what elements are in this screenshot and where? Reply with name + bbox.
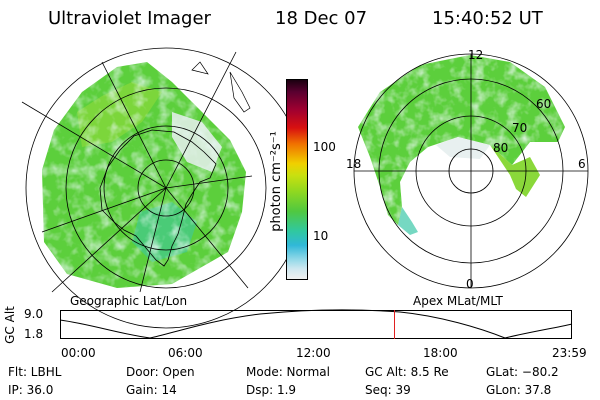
ip-info: IP: 36.0 [8,383,54,397]
time-label: 15:40:52 UT [432,8,543,29]
timeline-xtick-0600: 06:00 [168,346,203,360]
gc-alt-curve [59,309,573,339]
colorbar-tick-10: 10 [313,229,329,243]
timeline-xtick-0000: 00:00 [61,346,96,360]
mlt-label-0: 0 [466,277,474,291]
timeline-xtick-1200: 12:00 [296,346,331,360]
gc-alt-info: GC Alt: 8.5 Re [365,365,449,379]
seq-info: Seq: 39 [365,383,411,397]
mlat-label-80: 80 [493,141,509,155]
date-label: 18 Dec 07 [275,8,368,29]
mode-info: Mode: Normal [246,365,330,379]
timeline-ytick-max: 9.0 [24,307,44,321]
right-map-label: Apex MLat/MLT [413,294,503,308]
dsp-info: Dsp: 1.9 [246,383,297,397]
timeline-axis-label: GC Alt [2,306,17,344]
gain-info: Gain: 14 [126,383,177,397]
colorbar-unit-label: photon cm⁻²s⁻¹ [268,131,284,232]
glon-info: GLon: 37.8 [486,383,552,397]
timeline-xtick-2359: 23:59 [552,346,587,360]
timeline-ytick-min: 1.8 [24,327,44,341]
filter-info: Flt: LBHL [8,365,62,379]
geographic-map [21,47,307,329]
mlt-label-18: 18 [346,157,362,171]
door-info: Door: Open [126,365,195,379]
timeline-plot [59,309,573,339]
timeline-xtick-1800: 18:00 [423,346,458,360]
magnetic-map [353,53,589,289]
colorbar-tick-100: 100 [313,140,336,154]
left-map-label: Geographic Lat/Lon [70,294,188,308]
mlt-label-6: 6 [578,157,586,171]
glat-info: GLat: −80.2 [486,365,559,379]
coastline [99,129,217,267]
aurora-oval [358,55,565,235]
mlat-label-70: 70 [512,121,528,135]
instrument-title: Ultraviolet Imager [48,8,211,29]
mlat-label-60: 60 [536,97,552,111]
mlt-label-12: 12 [468,48,484,62]
colorbar [286,79,308,280]
